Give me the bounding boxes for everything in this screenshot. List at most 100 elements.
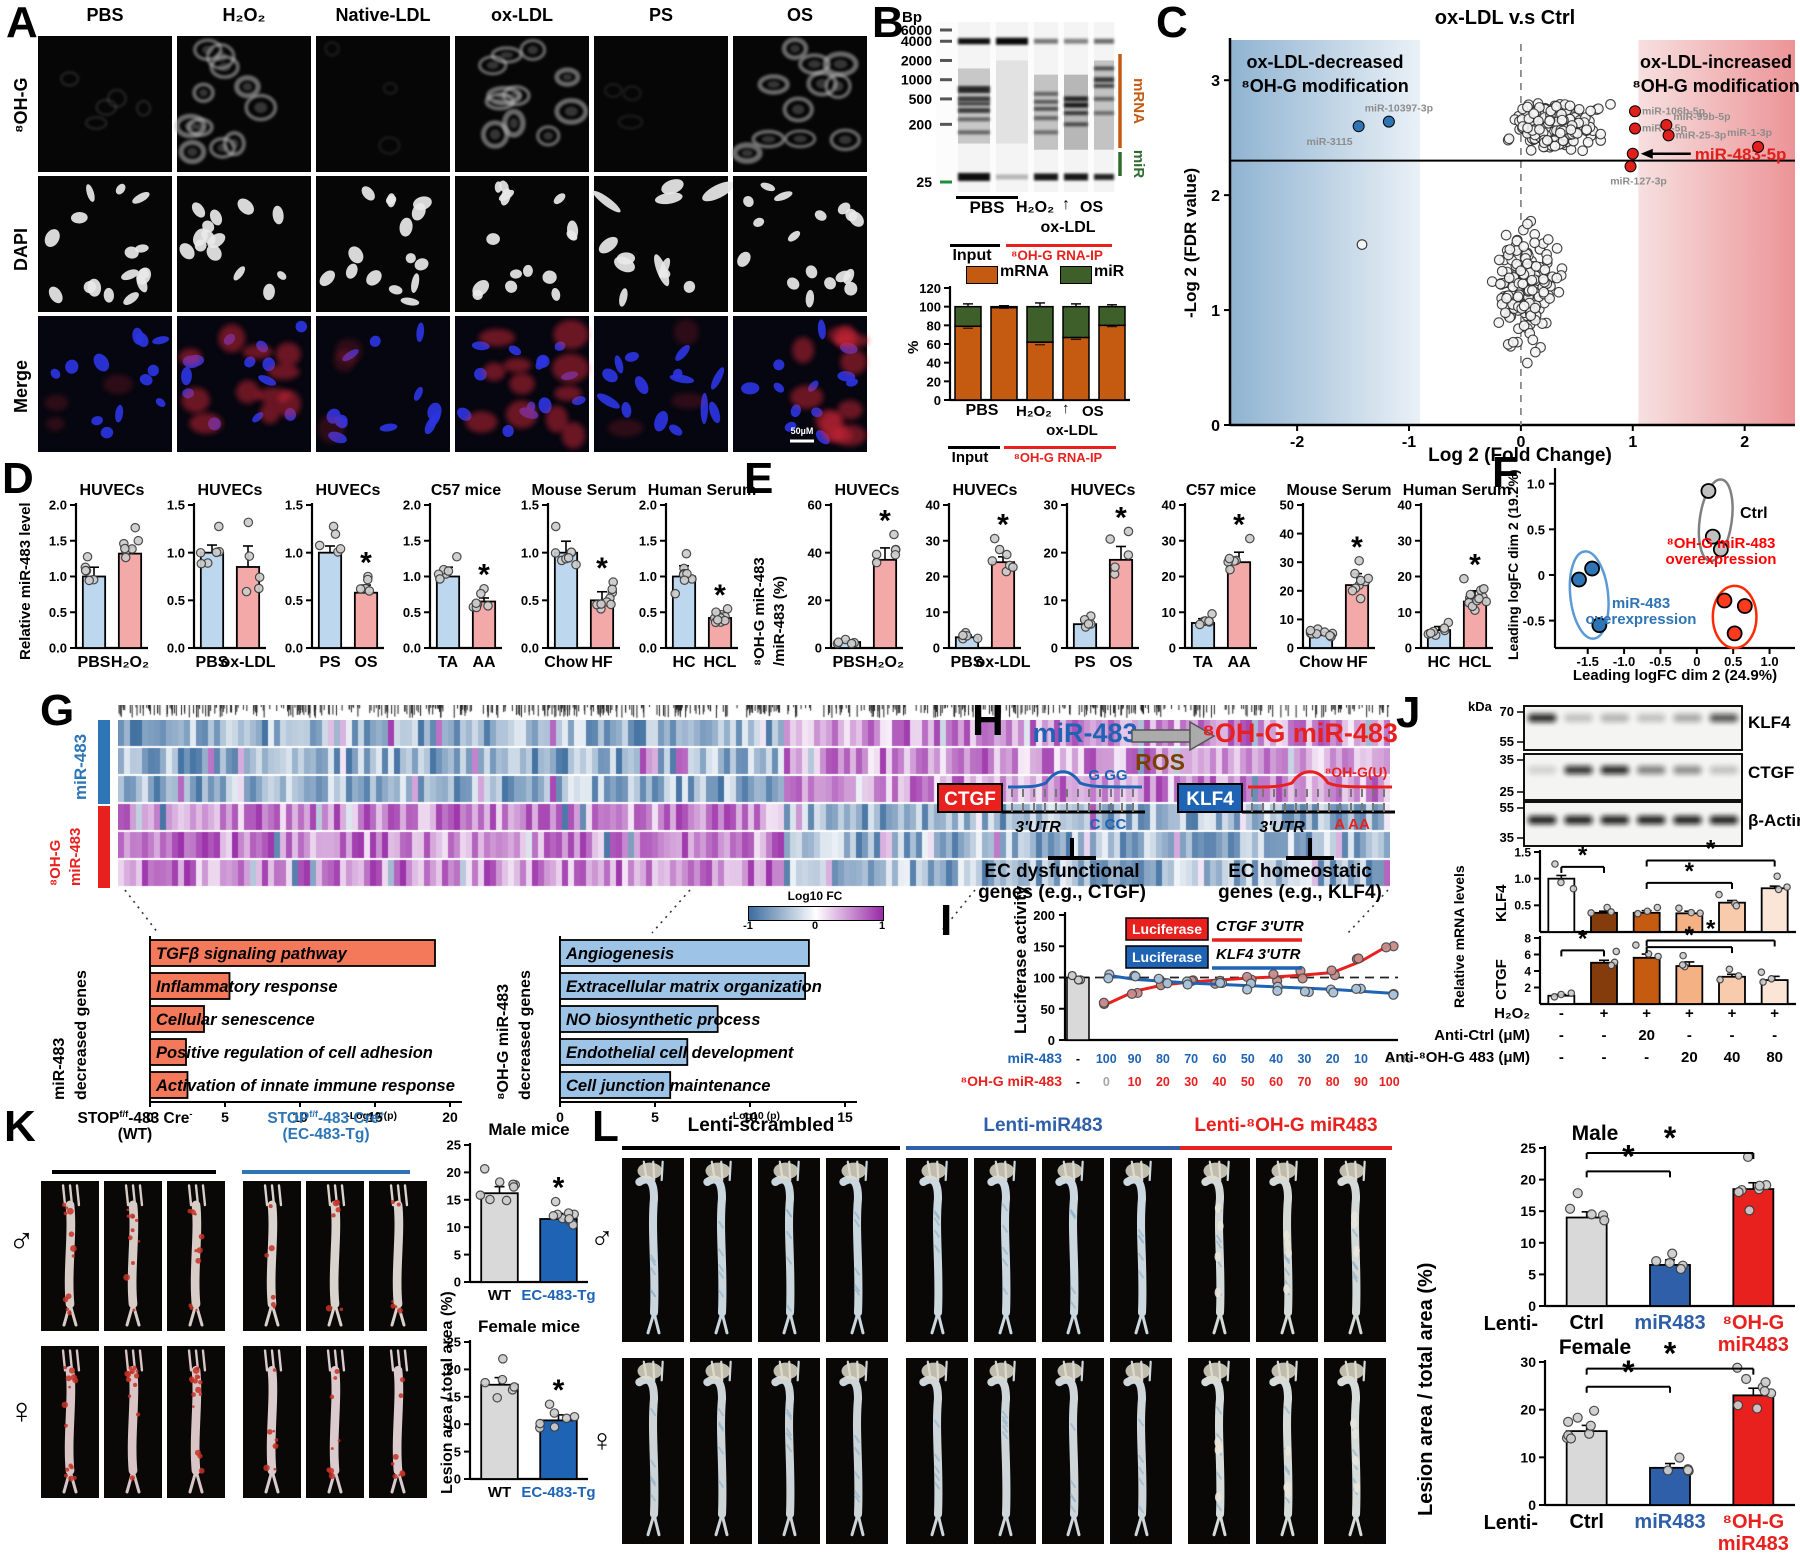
plaque (1352, 1455, 1359, 1466)
cell-signal-core (562, 73, 573, 81)
nucleus (399, 217, 413, 237)
plaque (1214, 1287, 1221, 1298)
tick-label: 0 (1169, 641, 1176, 656)
cell-signal-core (767, 80, 780, 89)
blue-stain (1138, 1505, 1144, 1514)
line (652, 1512, 661, 1537)
h-mir483-title: miR-483 (1032, 718, 1137, 748)
data-point (1687, 908, 1696, 917)
data-point (1347, 585, 1358, 596)
plaque (72, 1377, 79, 1384)
legend-box-label: Luciferase (1132, 921, 1202, 937)
chart-ip-label: ⁸OH-G RNA-IP (1013, 450, 1103, 465)
left-target: EC dysfunctional (984, 861, 1139, 882)
line (1140, 1512, 1149, 1537)
nucleus (413, 386, 423, 401)
blue-stain (786, 1432, 792, 1441)
plaque (1214, 1251, 1221, 1262)
micrograph-ohg (455, 36, 589, 172)
data-point (1544, 115, 1556, 127)
tick-label: 1 (1628, 434, 1637, 451)
plaque (192, 1367, 200, 1374)
data-point (1123, 526, 1134, 537)
data-point (508, 1182, 519, 1192)
blue-stain (786, 1444, 792, 1453)
nucleus (277, 271, 287, 280)
line (194, 1469, 204, 1494)
data-point (1773, 872, 1781, 881)
plaque (198, 1233, 205, 1240)
nucleus (624, 351, 639, 362)
plaque (69, 1465, 74, 1470)
data-point (1605, 98, 1616, 110)
tick-label: 1.0 (49, 569, 67, 584)
data-point (1551, 101, 1562, 112)
blue-stain (854, 1471, 860, 1480)
mrna-annotation: mRNA (1130, 78, 1147, 124)
tick-label: 200 (1033, 908, 1055, 923)
cell-signal (84, 116, 108, 130)
micrograph-ohg (594, 36, 728, 172)
micrograph-ohg (316, 36, 450, 172)
tick-label: 0 (1528, 1497, 1536, 1513)
gel-band (1034, 130, 1058, 135)
match-bottom: A AA (1334, 816, 1370, 833)
panel-letter-f: F (1492, 448, 1519, 497)
chart-title: HUVECs (835, 482, 900, 499)
line (264, 1469, 274, 1494)
data-point (1564, 100, 1576, 112)
cell-signal-core (564, 106, 578, 117)
mini-bar-chart: 0 10 20 30 40 HC * HCL Human Serum (1398, 482, 1512, 671)
data-point (1572, 1188, 1583, 1199)
aorta-image (622, 1358, 684, 1544)
plaque (137, 1239, 141, 1243)
blue-stain (786, 1209, 792, 1218)
tick-label: 20 (447, 1362, 461, 1377)
plaque (131, 1261, 135, 1266)
data-point (871, 557, 882, 568)
sig-star: * (1685, 858, 1695, 885)
data-point (1612, 947, 1621, 956)
red-signal (792, 337, 815, 364)
branch (138, 1349, 144, 1372)
nucleus (93, 353, 110, 372)
nucleus (206, 244, 222, 261)
line (188, 1469, 198, 1494)
blue-stain (1070, 1286, 1076, 1295)
mini-bar-chart: 0 10 20 30 40 TA * AA C57 mice (1162, 482, 1257, 671)
nucleus (654, 410, 669, 432)
line (646, 1512, 656, 1537)
cell-signal (784, 129, 817, 149)
ladder-label: 25 (916, 174, 932, 190)
data-point (1557, 990, 1565, 999)
tick-label: 0 (933, 641, 940, 656)
red-signal (189, 412, 223, 434)
category-label: miR483 (1634, 1511, 1705, 1533)
blue-stain (718, 1263, 724, 1272)
blue-stain (650, 1257, 656, 1266)
cell-signal (806, 70, 838, 97)
gel-band (1094, 66, 1114, 71)
scale-bar-label: 50µM (791, 426, 814, 436)
point-label: miR-99b-5p (1673, 111, 1730, 123)
tick-label: 5 (651, 1109, 659, 1125)
tick-label: 40 (1280, 526, 1294, 541)
nucleus (658, 257, 671, 279)
blot-band (1600, 766, 1629, 774)
bar (1344, 584, 1370, 649)
tick-label: 20 (1162, 569, 1176, 584)
data-point (1774, 885, 1783, 894)
labeled-point-miR-483-5p (1626, 147, 1639, 160)
aorta-image (306, 1346, 364, 1498)
j-blot-label-klf4: KLF4 (1748, 713, 1791, 732)
heart-remnant (773, 1362, 799, 1380)
gel-lane (1094, 22, 1114, 192)
bar-mir (954, 305, 982, 328)
panel-letter-k: K (4, 1102, 36, 1151)
blue-stain (718, 1423, 724, 1432)
data-point (1643, 907, 1652, 916)
bar (539, 1218, 578, 1283)
mir-annotation: miR (1130, 150, 1147, 179)
data-point (1194, 619, 1205, 630)
